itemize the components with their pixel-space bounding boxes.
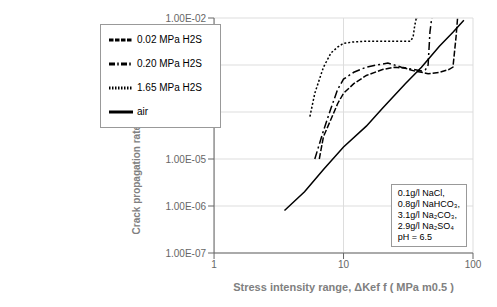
- svg-text:Crack propagation rate, da/dN: Crack propagation rate, da/dN (mm/cycle): [131, 37, 142, 235]
- svg-text:1.00E-07: 1.00E-07: [165, 248, 206, 259]
- svg-text:1.00E-02: 1.00E-02: [165, 13, 206, 24]
- svg-text:1.00E-04: 1.00E-04: [165, 107, 206, 118]
- svg-text:1: 1: [211, 259, 217, 270]
- svg-text:1.00E-05: 1.00E-05: [165, 154, 206, 165]
- svg-text:1.00E-06: 1.00E-06: [165, 201, 206, 212]
- svg-text:100: 100: [465, 259, 482, 270]
- svg-text:1.00E-03: 1.00E-03: [165, 60, 206, 71]
- svg-text:10: 10: [338, 259, 350, 270]
- svg-text:Stress intensity range, ΔKef f: Stress intensity range, ΔKef f ( MPa m0.…: [233, 281, 454, 293]
